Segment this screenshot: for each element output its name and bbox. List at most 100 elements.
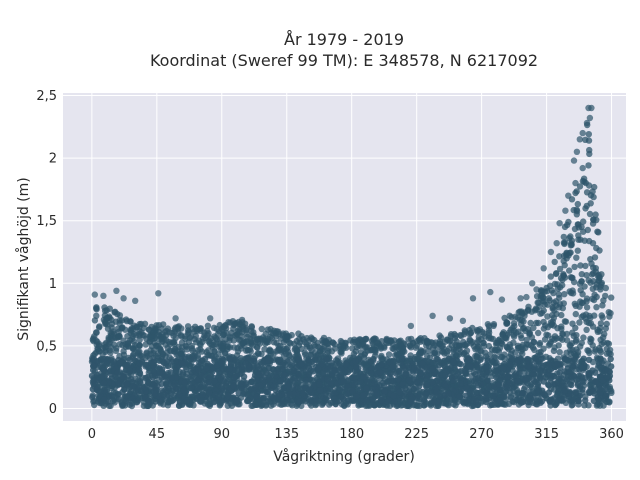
data-point (410, 385, 417, 393)
data-point (467, 387, 475, 395)
data-point (516, 308, 524, 315)
data-point (485, 342, 493, 350)
data-point (556, 349, 563, 356)
data-point (226, 333, 234, 340)
data-point (298, 360, 305, 368)
data-point (299, 390, 306, 397)
data-point (458, 385, 465, 392)
data-point (352, 358, 359, 365)
data-point (91, 317, 99, 324)
data-point (571, 225, 579, 233)
data-point (521, 312, 528, 319)
data-point (249, 342, 257, 349)
data-point (575, 372, 583, 379)
outlier-point (407, 322, 415, 330)
data-point (590, 270, 597, 277)
outlier-point (429, 312, 436, 319)
data-point (390, 392, 397, 400)
outlier-point (172, 315, 179, 322)
outlier-point (113, 287, 120, 294)
outlier-point (517, 295, 524, 302)
data-point (541, 336, 549, 343)
data-point (587, 338, 594, 346)
data-point (488, 357, 495, 364)
data-point (407, 352, 414, 359)
chart-title-line1: År 1979 - 2019 (284, 30, 404, 49)
data-point (477, 356, 484, 363)
data-point (203, 365, 210, 372)
data-point (376, 369, 384, 376)
data-point (390, 358, 397, 365)
data-point (576, 183, 584, 190)
outlier-point (588, 104, 595, 112)
data-point (100, 367, 108, 374)
data-point (397, 340, 404, 347)
data-point (503, 335, 510, 342)
outlier-point (459, 317, 467, 324)
data-point (535, 329, 542, 337)
data-point (580, 334, 587, 341)
data-point (396, 367, 403, 375)
data-point (475, 337, 482, 344)
data-point (319, 370, 327, 377)
data-point (561, 240, 568, 248)
data-point (507, 393, 514, 400)
data-point (145, 379, 152, 386)
data-point (286, 391, 293, 398)
data-point (608, 294, 615, 301)
data-point (506, 341, 513, 348)
data-point (324, 376, 331, 383)
data-point (413, 367, 420, 375)
data-point (590, 296, 598, 304)
data-point (469, 339, 476, 346)
data-point (275, 392, 283, 400)
outlier-point (556, 220, 563, 227)
data-point (112, 347, 120, 354)
data-point (269, 394, 277, 401)
data-point (595, 396, 602, 403)
data-point (191, 328, 198, 335)
data-point (206, 352, 213, 359)
data-point (573, 336, 580, 344)
data-point (461, 341, 469, 349)
data-point (148, 323, 155, 331)
data-point (258, 350, 265, 358)
data-point (128, 376, 135, 383)
data-point (418, 365, 426, 372)
data-point (198, 348, 206, 355)
data-point (528, 342, 535, 349)
data-point (602, 325, 609, 332)
data-point (593, 284, 600, 291)
data-point (164, 325, 172, 332)
data-point (540, 378, 548, 385)
data-point (175, 391, 183, 398)
data-point (546, 340, 554, 347)
data-point (322, 390, 329, 398)
data-point (330, 395, 338, 402)
data-point (473, 389, 481, 397)
data-point (402, 385, 409, 392)
data-point (150, 359, 157, 366)
data-point (554, 360, 561, 367)
data-point (307, 398, 314, 405)
data-point (561, 387, 568, 394)
data-point (176, 398, 184, 405)
data-point (233, 319, 240, 327)
data-point (136, 336, 143, 343)
data-point (93, 306, 100, 313)
data-point (187, 373, 194, 380)
data-point (426, 343, 433, 350)
outlier-point (120, 295, 127, 302)
data-point (222, 383, 229, 390)
data-point (398, 355, 406, 362)
data-point (211, 357, 218, 364)
data-point (524, 326, 532, 333)
data-point (412, 344, 420, 351)
data-point (146, 333, 154, 340)
data-point (451, 396, 458, 404)
data-point (115, 380, 122, 388)
data-point (583, 304, 591, 311)
outlier-point (100, 292, 107, 299)
data-point (607, 310, 614, 317)
x-tick-label: 270 (469, 427, 494, 442)
